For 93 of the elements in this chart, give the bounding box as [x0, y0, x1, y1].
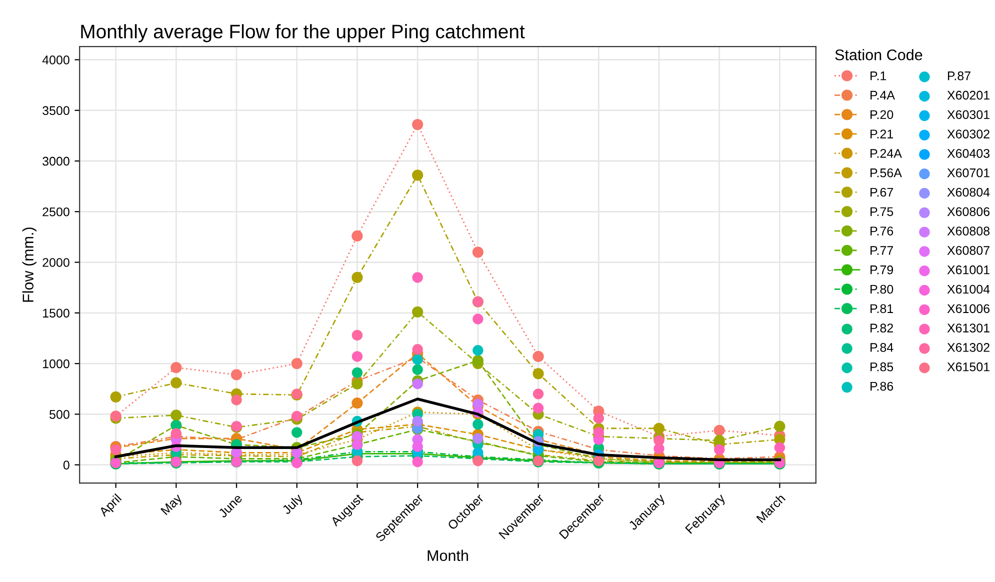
legend-label: X61501 [947, 362, 990, 372]
point [412, 118, 424, 130]
point [472, 354, 484, 366]
point [292, 427, 302, 438]
point [412, 306, 424, 318]
legend-label: P.56A [870, 168, 902, 178]
point [532, 402, 544, 414]
point [472, 433, 484, 444]
point [532, 388, 544, 400]
legend-label: P.76 [870, 226, 894, 236]
point [774, 420, 786, 432]
point [412, 364, 423, 375]
legend-label: P.79 [870, 265, 894, 274]
point [291, 358, 302, 370]
legend-label: P.1 [870, 72, 886, 80]
legend-label: X60806 [947, 207, 990, 216]
y-tick-label: 2000 [42, 258, 70, 267]
point [352, 367, 363, 378]
legend-label: X60302 [947, 130, 990, 138]
legend-label: P.80 [870, 284, 894, 294]
y-tick-label: 4000 [42, 56, 70, 64]
legend-label: X60804 [947, 188, 990, 197]
legend-label: X61004 [947, 284, 990, 294]
point [714, 434, 725, 446]
legend-label: X60807 [947, 246, 990, 255]
legend-label: P.84 [870, 343, 894, 352]
point [412, 344, 423, 355]
legend-title: Station Code [835, 49, 922, 60]
point [352, 330, 363, 341]
legend-label: X60201 [947, 90, 990, 100]
legend-label: X61001 [947, 265, 990, 274]
legend-label: P.85 [870, 362, 894, 372]
point [653, 422, 665, 434]
legend-label: X60403 [947, 149, 990, 158]
y-tick-label: 1500 [43, 308, 70, 318]
point [714, 424, 725, 436]
point [231, 394, 242, 406]
chart-title: Monthly average Flow for the upper Ping catchment [81, 24, 525, 42]
legend-label: X61301 [947, 324, 990, 332]
y-tick-label: 1000 [43, 359, 70, 368]
y-tick-label: 3000 [42, 156, 70, 166]
legend-label: P.67 [870, 188, 893, 197]
point [412, 441, 423, 452]
point [472, 246, 484, 258]
legend-label: X61302 [947, 343, 990, 352]
legend-label: P.24A [870, 149, 902, 158]
point [774, 442, 786, 453]
point [412, 378, 423, 390]
point [170, 377, 182, 388]
point [352, 230, 363, 242]
legend-label: P.87 [948, 71, 970, 80]
point [412, 416, 423, 427]
point [593, 427, 604, 438]
point [170, 410, 182, 421]
legend-label: P.82 [870, 324, 893, 332]
legend-label: P.81 [870, 304, 894, 314]
legend-label: P.75 [870, 207, 894, 216]
legend-label: X60301 [947, 110, 990, 120]
point [170, 362, 182, 374]
point [352, 351, 363, 362]
y-axis-title: Flow (mm.) [22, 228, 37, 302]
legend-label: X61006 [947, 304, 990, 314]
x-tick-label: July [281, 492, 306, 517]
legend-label: P.86 [870, 382, 894, 391]
legend-label: P.21 [870, 130, 894, 138]
point [593, 412, 604, 424]
x-axis-title: Month [428, 550, 468, 562]
point [532, 368, 544, 380]
y-tick-label: 500 [50, 410, 70, 419]
legend-label: X60701 [947, 168, 990, 178]
legend-label: P.4A [870, 90, 895, 100]
point [412, 354, 423, 365]
legend-label: X60808 [947, 226, 990, 236]
point [110, 391, 122, 403]
legend-label: P.77 [870, 246, 893, 255]
point [412, 272, 423, 283]
point [532, 350, 544, 362]
y-tick-label: 3500 [42, 106, 70, 116]
point [472, 418, 484, 430]
point [472, 345, 484, 356]
point [352, 378, 363, 390]
point [654, 435, 664, 446]
point [170, 428, 182, 439]
point [714, 444, 725, 455]
point [412, 170, 424, 181]
point [472, 314, 484, 324]
point [352, 397, 363, 409]
legend-label: P.20 [870, 110, 894, 120]
point [352, 272, 363, 284]
y-tick-label: 0 [63, 460, 70, 470]
x-tick-label: May [160, 493, 184, 517]
y-tick-label: 2500 [42, 207, 70, 216]
point [230, 369, 242, 380]
